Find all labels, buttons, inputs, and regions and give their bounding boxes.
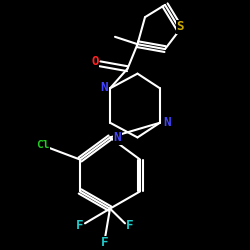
Text: N: N (114, 131, 121, 144)
Text: Cl: Cl (36, 140, 49, 150)
Text: F: F (126, 219, 134, 232)
Text: O: O (91, 55, 99, 68)
Text: N: N (164, 116, 171, 129)
Text: S: S (176, 20, 184, 34)
Text: F: F (76, 219, 84, 232)
Text: N: N (100, 81, 108, 94)
Text: F: F (101, 236, 109, 250)
